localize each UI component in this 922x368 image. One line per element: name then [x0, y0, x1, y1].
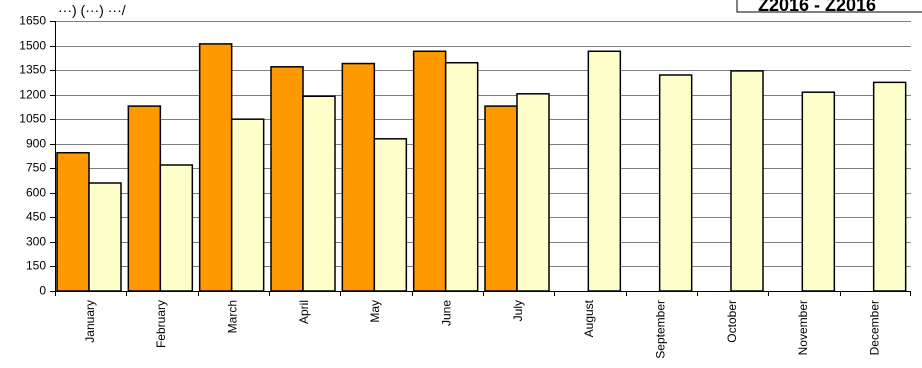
bar-january-series-1 — [56, 151, 90, 292]
x-category-label: April — [297, 300, 311, 324]
bar-may-series-2 — [373, 138, 408, 292]
bar-august-series-2 — [587, 50, 622, 292]
top-left-text-fragment: ···) (···) ···/ — [58, 2, 126, 18]
bar-october-series-2 — [730, 70, 764, 292]
bar-june-series-1 — [412, 50, 447, 292]
y-axis-tick-labels: 0 150 300 450 600 750 900 1050 1200 1350 1500 1650 — [19, 14, 46, 298]
axes — [50, 21, 911, 296]
y-tick-label: 750 — [26, 161, 46, 175]
x-category-label: September — [654, 300, 668, 359]
y-tick-label: 300 — [26, 235, 46, 249]
bar-may-series-1 — [341, 62, 376, 292]
y-tick-label: 1350 — [19, 63, 46, 77]
bar-july-series-2 — [516, 93, 550, 292]
bar-april-series-1 — [270, 66, 304, 292]
bar-july-series-1 — [484, 105, 518, 292]
x-category-label: June — [440, 300, 454, 326]
x-category-label: November — [796, 300, 810, 355]
bar-march-series-1 — [198, 43, 233, 292]
y-tick-label: 1650 — [19, 14, 46, 28]
legend-text: Z2016 - Z2016 — [758, 0, 876, 15]
x-axis-category-labels: January February March April May June July Augu… — [83, 299, 882, 358]
bar-september-series-2 — [658, 74, 693, 292]
y-tick-label: 1500 — [19, 39, 46, 53]
y-tick-label: 1050 — [19, 112, 46, 126]
x-category-label: August — [582, 299, 596, 337]
y-tick-label: 900 — [26, 137, 46, 151]
bar-april-series-2 — [302, 95, 336, 292]
legend: Z2016 - Z2016 — [736, 0, 922, 15]
x-category-label: October — [725, 300, 739, 343]
y-tick-label: 600 — [26, 186, 46, 200]
y-tick-label: 450 — [26, 210, 46, 224]
bar-june-series-2 — [444, 61, 479, 292]
y-tick-label: 150 — [26, 259, 46, 273]
gridlines — [55, 21, 911, 267]
bar-february-series-2 — [159, 164, 194, 292]
bar-december-series-2 — [872, 81, 907, 292]
bar-march-series-2 — [230, 118, 265, 292]
y-tick-label: 0 — [39, 284, 46, 298]
y-tick-label: 1200 — [19, 88, 46, 102]
x-category-label: March — [226, 300, 240, 333]
legend-box — [736, 0, 922, 13]
bar-january-series-2 — [88, 182, 122, 292]
bars — [56, 43, 907, 292]
x-category-label: May — [368, 300, 382, 323]
bar-november-series-2 — [801, 91, 836, 292]
x-category-label: February — [154, 300, 168, 348]
x-category-label: January — [83, 300, 97, 343]
x-category-label: July — [511, 300, 525, 321]
x-category-label: December — [868, 300, 882, 355]
bar-february-series-1 — [127, 105, 162, 292]
